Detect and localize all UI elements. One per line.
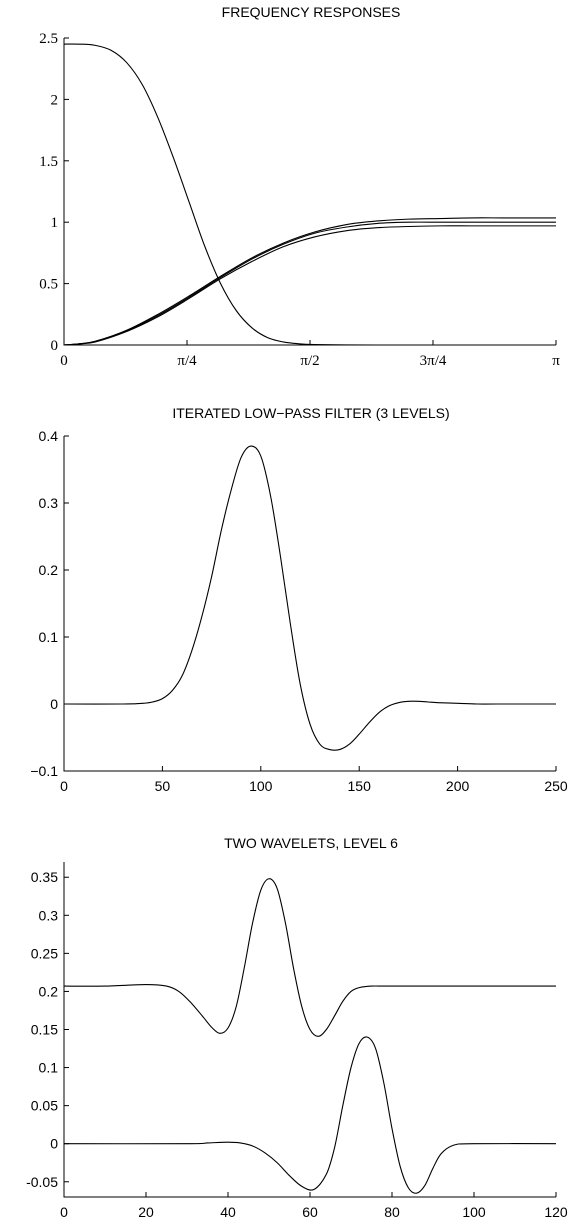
- x-tick-label: 150: [348, 778, 372, 794]
- chart-title: ITERATED LOW−PASS FILTER (3 LEVELS): [172, 405, 449, 421]
- x-tick-label: 60: [302, 1204, 318, 1220]
- x-tick-label: 200: [446, 778, 470, 794]
- x-tick-label: 0: [60, 1204, 68, 1220]
- x-tick-label: 100: [462, 1204, 486, 1220]
- y-tick-label: 0.15: [31, 1022, 58, 1038]
- y-tick-label: -0.05: [26, 1174, 58, 1190]
- series-line-1: [63, 43, 556, 346]
- x-ticks: 0 50 100 150 200 250: [60, 766, 568, 794]
- y-tick-label: 0: [50, 696, 58, 712]
- y-tick-label: 0: [50, 1136, 58, 1152]
- series-group: [63, 445, 556, 751]
- x-tick-label: 3π/4: [420, 353, 447, 369]
- x-ticks: 0 π/4 π/2 3π/4 π: [60, 340, 560, 369]
- y-tick-label: 0.1: [39, 629, 59, 645]
- x-tick-label: π/4: [177, 353, 197, 369]
- x-tick-label: 80: [384, 1204, 400, 1220]
- panel-two-wavelets: TWO WAVELETS, LEVEL 6 0 20 40 60 80 100 120 -0…: [26, 835, 568, 1220]
- panel-frequency-responses: FREQUENCY RESPONSES 0 π/4 π/2 3π/4 π 0 0.5 1 1.…: [39, 4, 560, 369]
- y-tick-label: 0.35: [31, 869, 58, 885]
- series-line-1: [63, 878, 556, 1037]
- x-tick-label: 0: [60, 778, 68, 794]
- y-tick-label: 1: [51, 215, 59, 231]
- y-tick-label: 0: [51, 338, 59, 354]
- series-line-1: [63, 445, 556, 751]
- axes-box: [63, 38, 556, 346]
- x-tick-label: π/2: [300, 353, 319, 369]
- x-ticks: 0 20 40 60 80 100 120: [60, 1192, 568, 1220]
- y-tick-label: 0.5: [39, 277, 58, 293]
- x-tick-label: π: [552, 353, 560, 369]
- x-tick-label: 100: [249, 778, 273, 794]
- panel-iterated-lowpass: ITERATED LOW−PASS FILTER (3 LEVELS) 0 50 1…: [30, 405, 568, 794]
- x-tick-label: 0: [60, 353, 68, 369]
- y-tick-label: 1.5: [39, 154, 58, 170]
- y-ticks: 0 0.5 1 1.5 2 2.5: [39, 31, 69, 354]
- x-tick-label: 40: [220, 1204, 236, 1220]
- series-group: [63, 878, 557, 1194]
- y-tick-label: 0.4: [39, 428, 59, 444]
- y-tick-label: 0.3: [39, 907, 59, 923]
- x-tick-label: 120: [544, 1204, 568, 1220]
- series-group: [63, 43, 556, 346]
- axes-box: [63, 436, 556, 772]
- x-tick-label: 20: [138, 1204, 154, 1220]
- y-tick-label: 0.2: [39, 562, 59, 578]
- x-tick-label: 250: [544, 778, 568, 794]
- x-tick-label: 50: [155, 778, 171, 794]
- chart-title: FREQUENCY RESPONSES: [222, 4, 401, 20]
- y-tick-label: 0.3: [39, 495, 59, 511]
- y-tick-label: 0.25: [31, 945, 58, 961]
- chart-title: TWO WAVELETS, LEVEL 6: [224, 835, 398, 851]
- y-ticks: -0.05 0 0.05 0.1 0.15 0.2 0.25 0.3 0.35: [26, 869, 69, 1190]
- y-tick-label: 0.2: [39, 983, 59, 999]
- y-tick-label: 2: [51, 92, 59, 108]
- series-line-3: [63, 221, 556, 346]
- series-line-4: [63, 225, 556, 346]
- series-line-2: [63, 1036, 557, 1194]
- y-tick-label: 0.05: [31, 1098, 58, 1114]
- y-tick-label: −0.1: [30, 763, 58, 779]
- y-tick-label: 2.5: [39, 31, 58, 47]
- y-tick-label: 0.1: [39, 1060, 59, 1076]
- y-ticks: −0.1 0 0.1 0.2 0.3 0.4: [30, 428, 69, 779]
